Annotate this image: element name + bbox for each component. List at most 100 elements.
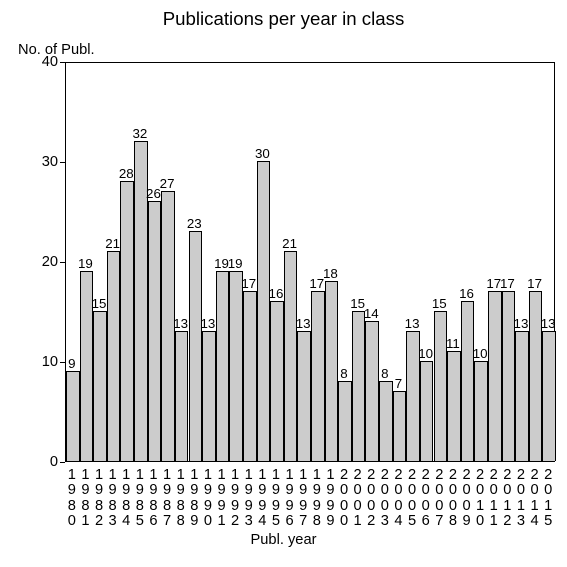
bar-value-label: 18 — [323, 266, 338, 281]
bar — [488, 291, 502, 461]
x-tick-label: 2 0 0 6 — [422, 468, 430, 530]
x-tick-label: 1 9 8 4 — [122, 468, 130, 530]
bar-value-label: 32 — [132, 126, 147, 141]
x-tick-label: 1 9 9 2 — [231, 468, 239, 530]
bar-value-label: 23 — [187, 216, 202, 231]
bar-value-label: 21 — [105, 236, 120, 251]
bar-value-label: 17 — [309, 276, 324, 291]
x-tick-label: 2 0 1 1 — [490, 468, 498, 530]
bar — [66, 371, 80, 461]
x-tick-label: 2 0 1 5 — [544, 468, 552, 530]
bar-value-label: 19 — [228, 256, 243, 271]
bar — [93, 311, 107, 461]
bar-value-label: 16 — [269, 286, 284, 301]
y-tick-mark — [60, 362, 65, 363]
x-tick-label: 1 9 9 5 — [272, 468, 280, 530]
bar — [447, 351, 461, 461]
bar-value-label: 15 — [432, 296, 447, 311]
bar-value-label: 28 — [119, 166, 134, 181]
x-tick-label: 2 0 0 4 — [394, 468, 402, 530]
x-tick-label: 1 9 9 1 — [217, 468, 225, 530]
bar-value-label: 15 — [92, 296, 107, 311]
publications-bar-chart: Publications per year in class No. of Pu… — [0, 0, 567, 567]
bar-value-label: 26 — [146, 186, 161, 201]
chart-title: Publications per year in class — [0, 8, 567, 30]
bar — [270, 301, 284, 461]
x-tick-label: 2 0 0 7 — [435, 468, 443, 530]
x-tick-label: 1 9 9 0 — [204, 468, 212, 530]
bar-value-label: 30 — [255, 146, 270, 161]
bar-value-label: 21 — [282, 236, 297, 251]
bar-value-label: 8 — [340, 366, 347, 381]
bar — [338, 381, 352, 461]
x-tick-label: 2 0 1 4 — [531, 468, 539, 530]
bar — [325, 281, 339, 461]
bar-value-label: 13 — [514, 316, 529, 331]
x-tick-label: 2 0 1 2 — [503, 468, 511, 530]
x-tick-label: 1 9 8 8 — [177, 468, 185, 530]
bar-value-label: 27 — [160, 176, 175, 191]
bar — [542, 331, 556, 461]
bar — [120, 181, 134, 461]
y-tick-label: 30 — [18, 154, 58, 170]
x-tick-label: 2 0 0 3 — [381, 468, 389, 530]
bar — [175, 331, 189, 461]
x-tick-label: 1 9 9 8 — [313, 468, 321, 530]
bar-value-label: 9 — [68, 356, 75, 371]
y-tick-mark — [60, 262, 65, 263]
bar-value-label: 17 — [500, 276, 515, 291]
x-tick-label: 2 0 0 2 — [367, 468, 375, 530]
bar — [107, 251, 121, 461]
bar — [365, 321, 379, 461]
x-tick-label: 1 9 8 6 — [149, 468, 157, 530]
x-axis-title: Publ. year — [0, 532, 567, 548]
y-tick-mark — [60, 162, 65, 163]
bar-value-label: 8 — [381, 366, 388, 381]
bar-value-label: 17 — [486, 276, 501, 291]
bar — [461, 301, 475, 461]
x-tick-label: 1 9 9 4 — [258, 468, 266, 530]
bar — [311, 291, 325, 461]
bar-value-label: 13 — [296, 316, 311, 331]
plot-area — [65, 62, 555, 462]
x-tick-label: 1 9 8 5 — [136, 468, 144, 530]
bar-value-label: 17 — [527, 276, 542, 291]
bar-value-label: 10 — [473, 346, 488, 361]
bar — [474, 361, 488, 461]
x-tick-label: 1 9 8 3 — [109, 468, 117, 530]
x-tick-label: 2 0 0 1 — [354, 468, 362, 530]
bar-value-label: 14 — [364, 306, 379, 321]
y-tick-label: 40 — [18, 54, 58, 70]
bar — [434, 311, 448, 461]
bar — [148, 201, 162, 461]
bar — [515, 331, 529, 461]
x-tick-label: 1 9 8 9 — [190, 468, 198, 530]
bar-value-label: 13 — [173, 316, 188, 331]
x-tick-label: 1 9 8 2 — [95, 468, 103, 530]
bar-value-label: 10 — [418, 346, 433, 361]
x-tick-label: 2 0 1 3 — [517, 468, 525, 530]
bar — [189, 231, 203, 461]
bar-value-label: 7 — [395, 376, 402, 391]
y-tick-label: 20 — [18, 254, 58, 270]
x-tick-label: 1 9 8 1 — [81, 468, 89, 530]
bar — [420, 361, 434, 461]
x-tick-label: 1 9 8 0 — [68, 468, 76, 530]
bar-value-label: 16 — [459, 286, 474, 301]
y-tick-label: 0 — [18, 454, 58, 470]
x-tick-label: 1 9 9 9 — [326, 468, 334, 530]
bar-value-label: 17 — [241, 276, 256, 291]
x-tick-label: 1 9 9 3 — [245, 468, 253, 530]
bar-value-label: 13 — [405, 316, 420, 331]
y-tick-mark — [60, 462, 65, 463]
bar-value-label: 13 — [200, 316, 215, 331]
bar — [257, 161, 271, 461]
bar — [352, 311, 366, 461]
x-tick-label: 2 0 0 5 — [408, 468, 416, 530]
bar-value-label: 11 — [446, 336, 460, 351]
x-tick-label: 2 0 1 0 — [476, 468, 484, 530]
x-tick-label: 2 0 0 9 — [462, 468, 470, 530]
bar — [229, 271, 243, 461]
x-tick-label: 1 9 9 6 — [286, 468, 294, 530]
bar — [216, 271, 230, 461]
